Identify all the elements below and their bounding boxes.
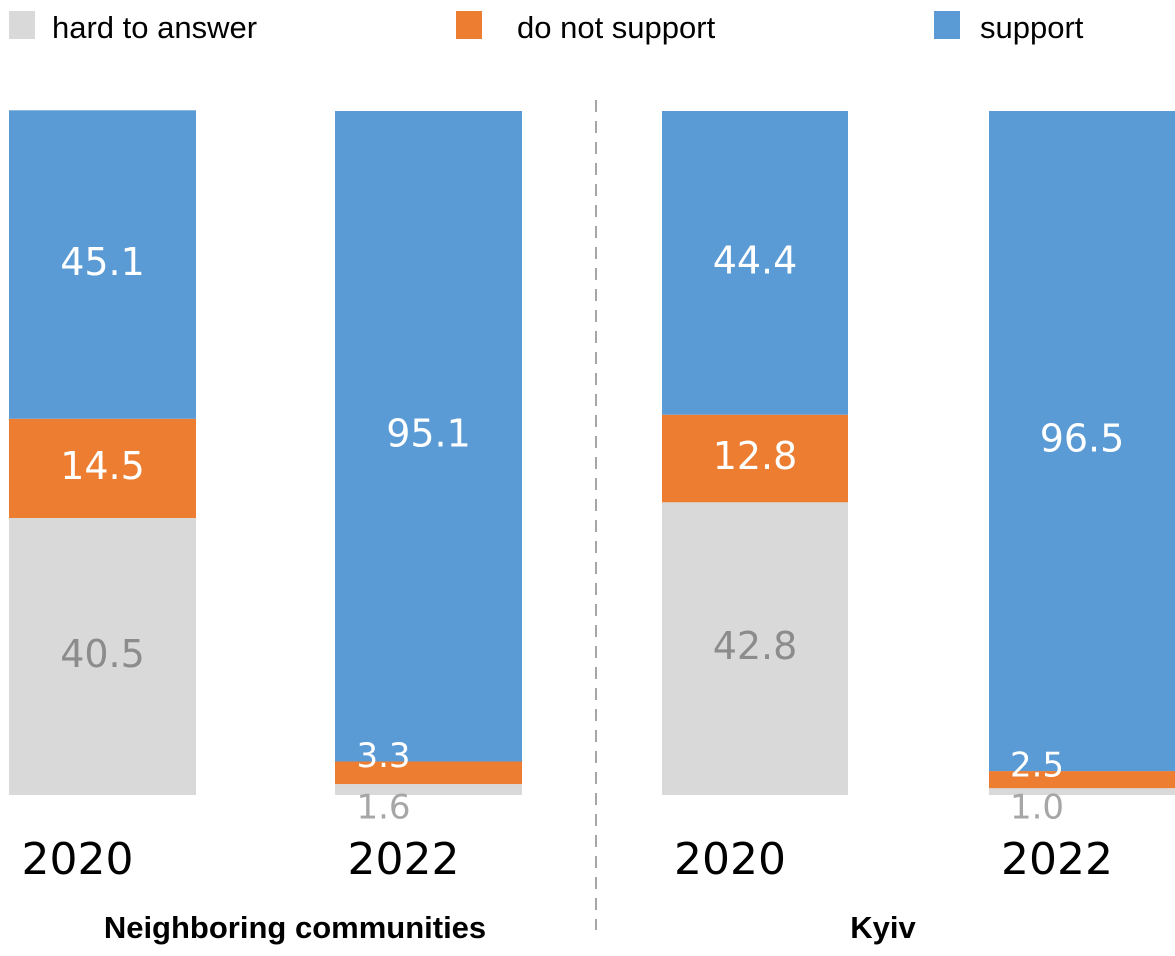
value-label: 96.5 [1040,417,1125,461]
group-label: Neighboring communities [104,910,486,945]
legend: hard to answer do not support support [9,10,1084,45]
value-label: 42.8 [713,624,798,668]
bar-segment-support [9,110,196,419]
value-label: 12.8 [713,434,798,478]
legend-swatch-hard-to-answer [9,11,35,39]
bar-segment-hard-to-answer [662,502,848,795]
year-label: 2020 [674,834,786,885]
bars [9,110,1175,795]
bar-segment-support [662,111,848,415]
bar-segment-hard-to-answer [335,784,522,795]
year-label: 2022 [1001,834,1113,885]
bar-segment-support [989,111,1175,772]
legend-label-support: support [980,10,1084,45]
value-label: 1.0 [1010,788,1064,828]
bar-segment-hard-to-answer [989,788,1175,795]
bar-segment-do-not-support [662,414,848,503]
year-label: 2020 [22,834,134,885]
value-label: 40.5 [60,632,145,676]
legend-label-do-not-support: do not support [517,10,716,45]
value-label: 1.6 [356,788,410,828]
bar-segment-do-not-support [989,771,1175,789]
bar-segment-do-not-support [9,418,196,518]
bar-segment-support [335,111,522,762]
value-label: 2.5 [1010,746,1064,786]
value-label: 45.1 [60,240,145,284]
legend-swatch-support [934,11,960,39]
group-label: Kyiv [850,910,916,945]
value-label: 44.4 [713,238,798,282]
bar-segment-hard-to-answer [9,517,196,795]
value-label: 14.5 [60,444,145,488]
value-label: 95.1 [386,412,471,456]
legend-swatch-do-not-support [456,11,482,39]
value-label: 3.3 [356,736,410,776]
bar-segment-do-not-support [335,761,522,785]
legend-label-hard-to-answer: hard to answer [52,10,257,45]
labels: 40.5 14.5 45.1 2020 1.6 3.3 95.1 2022 Neighborin… [22,238,1125,945]
year-label: 2022 [348,834,460,885]
